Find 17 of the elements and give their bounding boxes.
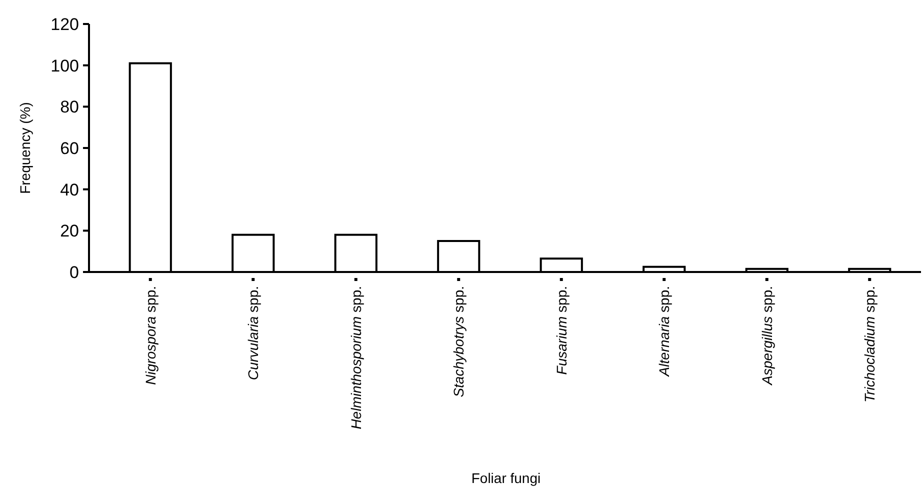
y-tick-label: 80 bbox=[60, 98, 79, 117]
y-tick-label: 20 bbox=[60, 222, 79, 241]
x-tick-label: Trichocladium spp. bbox=[862, 286, 878, 402]
y-tick-label: 40 bbox=[60, 180, 79, 200]
x-axis-title: Foliar fungi bbox=[471, 470, 541, 486]
x-tick-label: Nigrospora spp. bbox=[142, 286, 158, 385]
y-tick-label: 100 bbox=[50, 56, 79, 76]
y-tick-label: 120 bbox=[50, 14, 79, 34]
x-tick-label: Fusarium spp. bbox=[553, 286, 570, 375]
y-axis-title: Frequency (%) bbox=[17, 102, 33, 194]
x-tick-label: Alternaria spp. bbox=[656, 286, 672, 378]
y-tick-label: 0 bbox=[70, 262, 79, 282]
x-tick-label: Helminthosporium spp. bbox=[348, 286, 364, 430]
x-tick-label: Stachybotrys spp. bbox=[450, 286, 467, 398]
x-tick-label: Aspergillus spp. bbox=[758, 286, 775, 386]
x-tick-label: Curvularia spp. bbox=[245, 286, 262, 380]
y-tick-label: 60 bbox=[60, 138, 79, 158]
